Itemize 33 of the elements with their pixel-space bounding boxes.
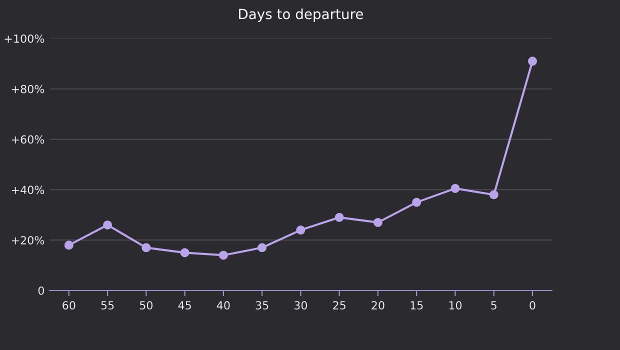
x-tick-label: 10 [449,301,462,310]
point [528,56,537,66]
x-tick-label: 20 [372,301,384,310]
y-tick-label: +80% [12,84,44,94]
x-tick-label: 50 [140,301,153,310]
point [450,184,460,193]
y-tick-label: +40% [12,186,44,194]
point [334,212,344,222]
point [258,243,267,252]
y-tick-label: 0 [38,286,44,295]
x-tick-label: 5 [491,301,496,310]
y-tick-label: +60% [12,135,44,144]
x-tick-label: 45 [178,301,191,310]
y-tick-label: +100% [4,34,44,43]
x-tick-label: 60 [62,301,76,310]
x-tick-label: 15 [410,301,423,310]
x-tick-label: 35 [256,301,268,310]
point [64,240,74,250]
point [103,220,112,230]
point [142,243,151,252]
point [489,190,498,200]
point [180,248,190,258]
point [296,226,306,235]
point [373,218,382,227]
point [218,250,228,260]
x-tick-label: 25 [333,301,346,310]
chart-title: Days to departure [239,8,363,22]
point [412,198,422,207]
y-tick-label: +20% [12,236,44,244]
x-tick-label: 55 [101,301,114,310]
x-tick-label: 0 [530,301,536,310]
x-tick-label: 40 [216,301,230,310]
x-tick-label: 30 [294,301,308,310]
